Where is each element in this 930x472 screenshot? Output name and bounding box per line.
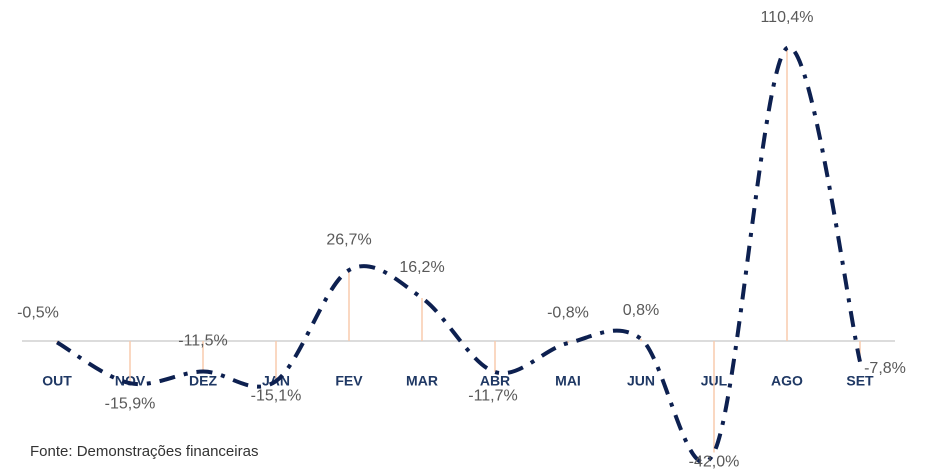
x-tick-label: AGO: [771, 373, 803, 389]
data-label: -42,0%: [689, 454, 740, 471]
x-tick-label: MAR: [406, 373, 438, 389]
data-label: -15,9%: [105, 395, 156, 412]
x-tick-label: JUN: [627, 373, 655, 389]
source-note: Fonte: Demonstrações financeiras: [30, 443, 258, 460]
x-tick-label: DEZ: [189, 373, 217, 389]
data-label: 26,7%: [326, 231, 371, 248]
data-label: -11,7%: [468, 387, 518, 404]
data-label: 16,2%: [399, 259, 444, 276]
x-tick-label: FEV: [335, 373, 363, 389]
x-tick-label: OUT: [42, 373, 72, 389]
data-label: -11,5%: [178, 333, 228, 350]
data-label: -0,5%: [17, 305, 59, 322]
data-label: -15,1%: [251, 387, 302, 404]
x-tick-label: SET: [846, 373, 874, 389]
data-label: -7,8%: [864, 360, 906, 377]
data-label: 110,4%: [760, 9, 813, 26]
data-label: -0,8%: [547, 304, 589, 321]
data-label: 0,8%: [623, 302, 659, 319]
x-tick-label: MAI: [555, 373, 581, 389]
x-tick-label: ABR: [480, 373, 510, 389]
line-series: [55, 45, 862, 465]
